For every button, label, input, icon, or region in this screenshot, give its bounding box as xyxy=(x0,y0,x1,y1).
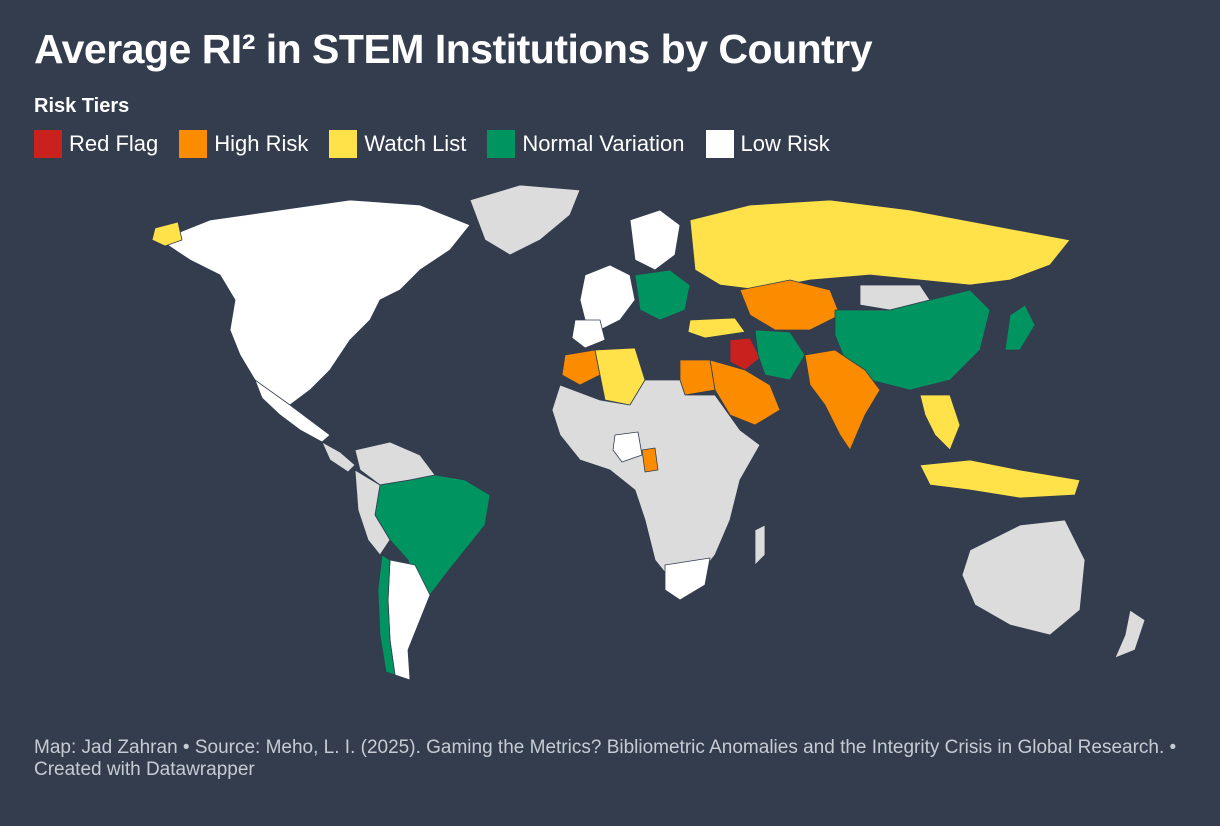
legend-swatch-normal-variation xyxy=(487,130,516,158)
legend-swatch-high-risk xyxy=(179,130,208,158)
region-scandinavia[interactable] xyxy=(629,209,681,271)
region-madagascar xyxy=(754,524,766,566)
legend-label-low-risk: Low Risk xyxy=(740,131,830,156)
map-footer: Map: Jad Zahran • Source: Meho, L. I. (2… xyxy=(34,737,1177,780)
legend: Red Flag High Risk Watch List Normal Var… xyxy=(34,130,851,158)
legend-swatch-red-flag xyxy=(34,130,62,158)
legend-swatch-watch-list xyxy=(329,130,358,158)
legend-label-watch-list: Watch List xyxy=(364,131,467,156)
legend-item-normal-variation: Normal Variation xyxy=(487,130,685,158)
region-indonesia[interactable] xyxy=(919,459,1081,499)
region-saudi-arabia[interactable] xyxy=(709,359,781,426)
region-andes xyxy=(354,469,391,556)
region-south-africa[interactable] xyxy=(664,557,711,601)
region-turkey[interactable] xyxy=(687,317,746,339)
region-new-zealand xyxy=(1114,609,1146,659)
legend-label-high-risk: High Risk xyxy=(214,131,309,156)
region-nigeria[interactable] xyxy=(612,431,643,463)
region-alaska[interactable] xyxy=(151,221,183,247)
region-iraq[interactable] xyxy=(729,337,761,371)
legend-item-red-flag: Red Flag xyxy=(34,130,158,158)
region-central-asia[interactable] xyxy=(739,279,841,331)
legend-label-normal-variation: Normal Variation xyxy=(522,131,685,156)
region-africa xyxy=(551,379,761,586)
region-north-america[interactable] xyxy=(159,199,471,406)
region-brazil[interactable] xyxy=(374,474,491,596)
legend-title: Risk Tiers xyxy=(34,95,130,117)
region-russia[interactable] xyxy=(689,199,1071,291)
region-egypt[interactable] xyxy=(679,359,716,396)
region-chile[interactable] xyxy=(377,554,396,676)
legend-item-watch-list: Watch List xyxy=(329,130,466,158)
region-japan[interactable] xyxy=(1004,304,1036,351)
region-central-america xyxy=(321,441,356,473)
region-cameroon[interactable] xyxy=(641,447,659,473)
region-greenland xyxy=(469,184,581,256)
region-central-europe[interactable] xyxy=(634,269,691,321)
legend-swatch-low-risk xyxy=(705,130,734,158)
region-iran[interactable] xyxy=(754,329,806,381)
legend-item-low-risk: Low Risk xyxy=(705,130,830,158)
region-western-europe[interactable] xyxy=(579,264,636,331)
region-iberia[interactable] xyxy=(571,319,606,349)
legend-item-high-risk: High Risk xyxy=(179,130,308,158)
region-southeast-asia[interactable] xyxy=(919,394,961,451)
region-australia xyxy=(961,519,1086,636)
map-title: Average RI² in STEM Institutions by Coun… xyxy=(34,26,873,72)
legend-label-red-flag: Red Flag xyxy=(69,131,159,156)
world-map xyxy=(151,184,1146,681)
region-south-asia[interactable] xyxy=(804,349,881,451)
region-morocco[interactable] xyxy=(561,349,601,386)
